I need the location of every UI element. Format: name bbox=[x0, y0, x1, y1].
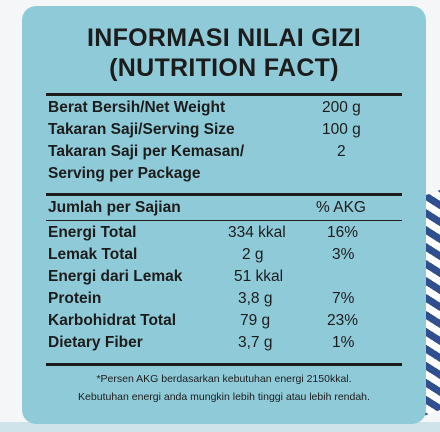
row-fiber-amount: 3,7 g bbox=[238, 334, 273, 351]
row-protein-amount: 3,8 g bbox=[238, 290, 273, 307]
row-fiber-akg: 1% bbox=[332, 334, 355, 351]
servings-label-1: Takaran Saji per Kemasan/ bbox=[48, 143, 245, 160]
net-weight-label: Berat Bersih/Net Weight bbox=[48, 99, 226, 116]
servings-value: 2 bbox=[337, 143, 346, 160]
divider-top bbox=[46, 93, 402, 96]
row-protein-akg: 7% bbox=[332, 290, 355, 307]
row-carb-amount: 79 g bbox=[240, 312, 271, 329]
footnote-line-2: Kebutuhan energi anda mungkin lebih ting… bbox=[78, 391, 370, 403]
row-fat-akg: 3% bbox=[332, 246, 355, 263]
package-edge bbox=[0, 422, 440, 432]
divider-bottom bbox=[46, 363, 402, 366]
row-carb-label: Karbohidrat Total bbox=[48, 312, 177, 329]
nutrition-panel: INFORMASI NILAI GIZI (NUTRITION FACT) Be… bbox=[22, 6, 426, 424]
row-energy-fat-amount: 51 kkal bbox=[234, 268, 284, 285]
akg-header: % AKG bbox=[316, 199, 366, 216]
divider-middle bbox=[46, 193, 402, 196]
servings-label-2: Serving per Package bbox=[48, 165, 201, 182]
row-fat-amount: 2 g bbox=[242, 246, 264, 263]
serving-size-label: Takaran Saji/Serving Size bbox=[48, 121, 235, 138]
row-fat-label: Lemak Total bbox=[48, 246, 138, 263]
row-energy-amount: 334 kkal bbox=[228, 224, 286, 241]
amount-per-serving-header: Jumlah per Sajian bbox=[48, 199, 181, 216]
title-line-2: (NUTRITION FACT) bbox=[109, 54, 339, 82]
row-energy-akg: 16% bbox=[327, 224, 359, 241]
row-energy-label: Energi Total bbox=[48, 224, 137, 241]
footnote-line-1: *Persen AKG berdasarkan kebutuhan energi… bbox=[96, 373, 352, 385]
row-carb-akg: 23% bbox=[327, 312, 359, 329]
row-protein-label: Protein bbox=[48, 290, 102, 307]
row-fiber-label: Dietary Fiber bbox=[48, 334, 143, 351]
net-weight-value: 200 g bbox=[322, 99, 361, 116]
row-energy-fat-label: Energi dari Lemak bbox=[48, 268, 183, 285]
divider-header bbox=[46, 220, 402, 221]
serving-size-value: 100 g bbox=[322, 121, 361, 138]
title-line-1: INFORMASI NILAI GIZI bbox=[86, 24, 362, 52]
